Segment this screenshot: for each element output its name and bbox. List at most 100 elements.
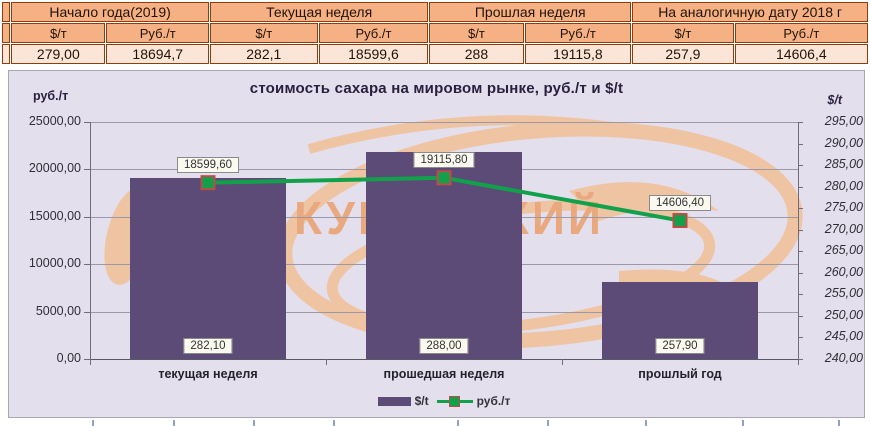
- sheet-column-tick: [92, 420, 94, 426]
- right-axis-tick-label: 265,00: [824, 243, 863, 258]
- right-axis-tick: [798, 186, 803, 188]
- table-group-header: Текущая неделя: [209, 2, 429, 22]
- unit-cell-rub: Руб./т: [734, 23, 868, 43]
- chart-title: стоимость сахара на мировом рынке, руб./…: [249, 80, 624, 97]
- bar-data-label: 257,90: [655, 338, 705, 354]
- sheet-column-tick: [333, 420, 335, 426]
- right-axis-tick-label: 240,00: [824, 351, 863, 365]
- left-axis-tick-label: 5000,00: [35, 303, 81, 318]
- right-axis-tick: [798, 208, 803, 210]
- bar-data-label: 288,00: [419, 338, 469, 354]
- category-tick: [798, 359, 799, 365]
- left-axis-tick: [84, 359, 90, 360]
- right-axis-tick-label: 255,00: [824, 286, 863, 301]
- right-axis-tick-label: 280,00: [824, 178, 863, 193]
- unit-cell-rub: Руб./т: [318, 23, 429, 43]
- right-axis-title: $/t: [827, 93, 842, 107]
- left-axis-tick-label: 0,00: [56, 351, 81, 365]
- table-header-row: Начало года(2019) Текущая неделя Прошлая…: [2, 2, 868, 22]
- category-label: прошедшая неделя: [383, 367, 505, 381]
- right-axis-tick-label: 245,00: [824, 329, 863, 344]
- value-cell: 279,00: [11, 44, 106, 64]
- legend-line-label: руб./т: [476, 394, 511, 408]
- unit-cell-usd: $/т: [429, 23, 524, 43]
- right-axis-tick: [798, 294, 803, 296]
- unit-cell-rub: Руб./т: [524, 23, 632, 43]
- gridline: [90, 122, 798, 123]
- line-marker-icon: [200, 175, 216, 191]
- value-cell: 18599,6: [318, 44, 429, 64]
- right-axis-line: [798, 122, 799, 359]
- legend-bar-swatch-icon: [377, 396, 411, 406]
- table-units-row: $/т Руб./т $/т Руб./т $/т Руб./т $/т Руб…: [2, 23, 868, 43]
- right-axis-tick: [798, 337, 803, 339]
- sheet-gridline-strip: [0, 418, 871, 426]
- right-axis-tick: [798, 359, 803, 360]
- left-axis-tick: [84, 122, 90, 123]
- left-axis-tick: [84, 264, 90, 266]
- right-axis-tick-label: 270,00: [824, 221, 863, 236]
- left-axis-tick: [84, 311, 90, 313]
- table-corner-cell: [2, 23, 11, 43]
- value-cell: 14606,4: [734, 44, 868, 64]
- right-axis-tick-label: 250,00: [824, 307, 863, 322]
- line-data-label: 19115,80: [413, 151, 475, 168]
- unit-cell-rub: Руб./т: [106, 23, 209, 43]
- bar: [130, 177, 286, 359]
- chart-legend: $/t руб./т: [90, 394, 798, 408]
- table-corner-cell: [2, 44, 11, 64]
- bars-layer: [9, 71, 864, 417]
- right-axis-tick-label: 295,00: [824, 114, 863, 128]
- right-axis-tick: [798, 315, 803, 317]
- value-cell: 288: [429, 44, 524, 64]
- unit-cell-usd: $/т: [632, 23, 734, 43]
- right-axis-tick: [798, 143, 803, 145]
- right-axis-tick-label: 285,00: [824, 157, 863, 172]
- right-axis-tick: [798, 251, 803, 253]
- sheet-column-tick: [838, 420, 840, 426]
- bar-data-label: 282,10: [183, 338, 233, 354]
- line-series: [200, 170, 688, 229]
- category-label: текущая неделя: [158, 367, 258, 381]
- left-axis-tick-label: 25000,00: [28, 114, 81, 128]
- line-data-label: 18599,60: [177, 156, 239, 173]
- left-axis-tick-label: 20000,00: [28, 161, 81, 176]
- table-group-header: На аналогичную дату 2018 г: [632, 2, 868, 22]
- left-axis-title: руб./т: [33, 89, 69, 103]
- sheet-column-tick: [253, 420, 255, 426]
- x-axis-line: [90, 359, 799, 360]
- table-corner-cell: [2, 2, 11, 22]
- unit-cell-usd: $/т: [11, 23, 106, 43]
- value-cell: 19115,8: [524, 44, 632, 64]
- legend-line-swatch-icon: [436, 395, 473, 407]
- legend-item-bar: $/t: [377, 394, 429, 408]
- sugar-price-chart: КУБАНСКИЙ 25000,0020000,0015000,0010000,…: [8, 70, 865, 418]
- left-axis-tick-label: 10000,00: [28, 256, 81, 271]
- left-axis-line: [90, 122, 91, 359]
- labels-layer: 282,10 288,00 257,90 18599,60 19115,80 14606,…: [9, 71, 864, 417]
- right-axis-tick: [798, 122, 803, 123]
- sheet-column-tick: [457, 420, 459, 426]
- left-axis-tick: [84, 169, 90, 171]
- line-data-label: 14606,40: [649, 194, 711, 211]
- left-axis-tick: [84, 216, 90, 218]
- sheet-column-tick: [173, 420, 175, 426]
- table-group-header: Начало года(2019): [11, 2, 209, 22]
- sheet-column-tick: [547, 420, 549, 426]
- left-axis-tick-label: 15000,00: [28, 208, 81, 223]
- line-marker-icon: [672, 213, 688, 229]
- unit-cell-usd: $/т: [209, 23, 318, 43]
- right-axis-tick-label: 290,00: [824, 135, 863, 150]
- table-values-row: 279,00 18694,7 282,1 18599,6 288 19115,8…: [2, 44, 868, 64]
- price-table: Начало года(2019) Текущая неделя Прошлая…: [1, 1, 869, 65]
- right-axis-tick: [798, 165, 803, 167]
- category-label: прошлый год: [638, 367, 722, 381]
- right-axis-tick: [798, 272, 803, 274]
- category-tick: [562, 359, 563, 365]
- right-axis-tick-label: 275,00: [824, 200, 863, 215]
- right-axis-tick: [798, 229, 803, 231]
- sheet-column-tick: [645, 420, 647, 426]
- line-marker-icon: [436, 170, 452, 186]
- table-group-header: Прошлая неделя: [429, 2, 632, 22]
- value-cell: 18694,7: [106, 44, 209, 64]
